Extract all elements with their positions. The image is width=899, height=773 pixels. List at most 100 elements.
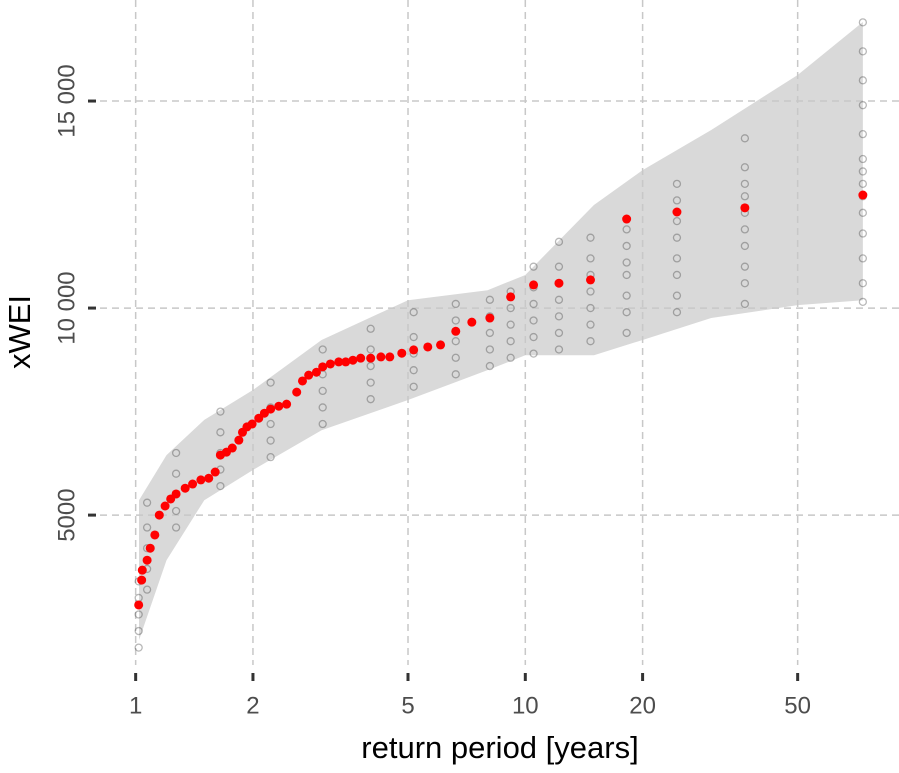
bootstrap-point: [740, 134, 750, 143]
bootstrap-point: [740, 179, 750, 188]
observed-point: [166, 494, 176, 504]
observed-point: [506, 292, 516, 302]
x-tick-label: 2: [246, 692, 259, 719]
observed-point: [137, 565, 147, 575]
bootstrap-point: [622, 328, 631, 338]
bootstrap-point: [586, 303, 595, 313]
observed-point: [409, 345, 419, 355]
observed-point: [234, 435, 244, 445]
observed-point: [282, 399, 292, 409]
bootstrap-point: [485, 345, 495, 354]
bootstrap-point: [142, 585, 152, 594]
bootstrap-point: [672, 216, 682, 226]
bootstrap-point: [858, 254, 868, 263]
observed-point: [145, 543, 155, 553]
observed-point: [385, 352, 395, 362]
bootstrap-point: [672, 308, 682, 317]
bootstrap-point: [740, 279, 750, 288]
bootstrap-point: [529, 262, 538, 271]
observed-point: [423, 342, 433, 352]
bootstrap-point: [451, 370, 460, 379]
bootstrap-point: [622, 241, 631, 251]
bootstrap-point: [529, 299, 538, 309]
x-tick-label: 50: [784, 692, 811, 719]
bootstrap-point: [506, 337, 515, 346]
bootstrap-point: [622, 270, 631, 280]
bootstrap-point: [554, 312, 564, 321]
x-tick-label: 10: [512, 692, 539, 719]
bootstrap-point: [266, 419, 275, 429]
bootstrap-point: [318, 345, 327, 354]
bootstrap-point: [858, 154, 868, 164]
bootstrap-point: [506, 303, 515, 313]
bootstrap-point: [506, 320, 515, 329]
bootstrap-point: [409, 308, 418, 317]
bootstrap-point: [409, 332, 418, 342]
bootstrap-point: [409, 382, 418, 391]
bootstrap-point: [858, 130, 868, 139]
bootstrap-point: [672, 233, 682, 242]
bootstrap-point: [134, 643, 143, 652]
bootstrap-point: [740, 299, 750, 309]
bootstrap-point: [858, 208, 868, 217]
observed-point: [196, 475, 206, 485]
bootstrap-point: [622, 258, 631, 267]
bootstrap-point: [142, 523, 152, 532]
observed-point: [150, 530, 160, 540]
bootstrap-point: [622, 225, 631, 234]
observed-point: [274, 401, 284, 411]
bootstrap-point: [134, 626, 143, 636]
bootstrap-point: [586, 337, 595, 346]
bootstrap-point: [672, 270, 682, 280]
bootstrap-point: [134, 610, 143, 619]
bootstrap-point: [672, 254, 682, 263]
x-tick-label: 1: [129, 692, 142, 719]
bootstrap-point: [858, 229, 868, 238]
observed-point: [134, 600, 144, 610]
bootstrap-point: [554, 345, 564, 354]
observed-point: [858, 190, 868, 200]
bootstrap-point: [858, 297, 868, 307]
bootstrap-point: [451, 337, 460, 346]
bootstrap-point: [586, 233, 595, 242]
bootstrap-point: [485, 295, 495, 304]
bootstrap-point: [171, 448, 181, 458]
observed-point: [160, 501, 170, 511]
observed-point: [154, 510, 164, 520]
observed-point: [215, 450, 225, 460]
observed-point: [325, 359, 335, 369]
bootstrap-point: [216, 428, 225, 437]
bootstrap-point: [266, 378, 275, 387]
observed-point: [397, 348, 407, 358]
bootstrap-point: [554, 295, 564, 304]
bootstrap-point: [554, 237, 564, 246]
bootstrap-point: [216, 407, 225, 416]
bootstrap-point: [318, 419, 327, 429]
bootstrap-point: [858, 101, 868, 110]
observed-point: [467, 317, 477, 327]
bootstrap-point: [740, 241, 750, 251]
bootstrap-point: [586, 287, 595, 296]
observed-point: [137, 575, 147, 585]
observed-point: [376, 352, 386, 362]
observed-point: [348, 355, 358, 365]
bootstrap-point: [740, 262, 750, 271]
bootstrap-point: [171, 469, 181, 478]
bootstrap-point: [740, 192, 750, 201]
observed-point: [210, 467, 220, 477]
observed-point: [586, 275, 596, 285]
bootstrap-point: [142, 498, 152, 507]
bootstrap-point: [451, 299, 460, 309]
bootstrap-point: [586, 254, 595, 263]
observed-point: [237, 427, 247, 437]
observed-point: [554, 278, 564, 288]
bootstrap-point: [740, 163, 750, 172]
bootstrap-point: [858, 47, 868, 56]
bootstrap-point: [216, 481, 225, 491]
observed-point: [740, 203, 750, 213]
bootstrap-point: [366, 378, 375, 387]
observed-point: [292, 387, 302, 397]
bootstrap-point: [529, 332, 538, 342]
